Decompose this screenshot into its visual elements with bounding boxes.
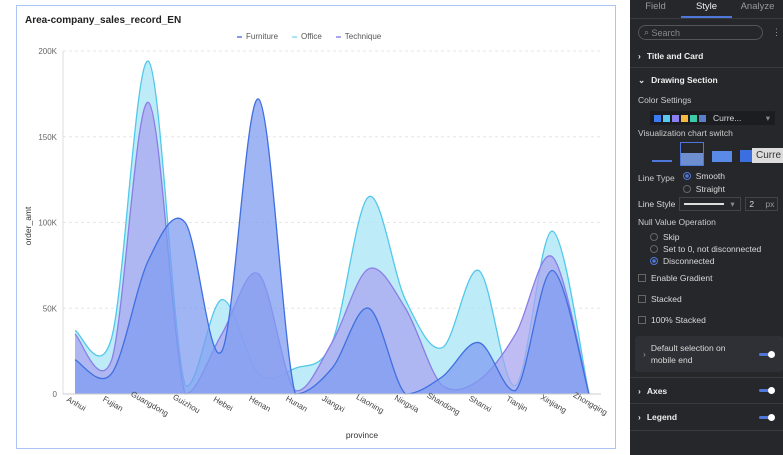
x-tick-label: Xinjiang — [539, 393, 568, 415]
checkbox-gradient[interactable]: Enable Gradient — [630, 267, 783, 288]
viz-switch-label: Visualization chart switch — [638, 128, 733, 138]
x-tick-label: Henan — [247, 394, 272, 414]
radio-disconnected[interactable]: Disconnected — [630, 255, 783, 267]
stacked-area-icon[interactable] — [712, 146, 732, 162]
palette-swatch — [699, 114, 706, 122]
palette-select[interactable]: Curre... ▾ — [650, 111, 775, 125]
more-icon[interactable]: ⋮ — [772, 27, 781, 37]
line-style-select[interactable]: ▾ — [679, 197, 742, 211]
section-axes[interactable]: › Axes — [630, 377, 783, 404]
tab-style[interactable]: Style — [681, 0, 732, 18]
x-axis-title: province — [346, 430, 378, 440]
checkbox-stacked[interactable]: Stacked — [630, 288, 783, 309]
mobile-toggle[interactable] — [759, 350, 775, 358]
chevron-right-icon: › — [638, 50, 641, 61]
line-furniture — [74, 98, 590, 395]
y-axis-title: order_amt — [23, 206, 33, 245]
y-tick-label: 0 — [53, 390, 58, 399]
x-tick-label: Anhui — [65, 395, 87, 413]
line-width-input[interactable]: 2 px — [745, 197, 779, 211]
x-tick-label: Hunan — [284, 394, 309, 414]
chevron-down-icon: ⌄ — [638, 74, 646, 85]
section-legend[interactable]: › Legend — [630, 404, 783, 431]
x-tick-label: Ningxia — [393, 393, 421, 414]
legend-item[interactable]: Furniture — [237, 32, 278, 41]
radio-skip[interactable]: Skip — [630, 231, 783, 243]
y-tick-label: 200K — [38, 47, 57, 56]
legend-toggle[interactable] — [759, 413, 775, 421]
radio-set-zero[interactable]: Set to 0, not disconnected — [630, 243, 783, 255]
x-tick-label: Jiangxi — [320, 394, 346, 414]
null-op-label: Null Value Operation — [638, 217, 716, 227]
palette-swatch — [690, 114, 697, 122]
area-chart-icon[interactable] — [680, 142, 704, 166]
x-tick-label: Shandong — [425, 391, 461, 417]
x-tick-label: Fujian — [101, 394, 124, 413]
palette-swatch — [663, 114, 670, 122]
checkbox-100-stacked[interactable]: 100% Stacked — [630, 309, 783, 330]
legend-item[interactable]: Technique — [335, 32, 381, 41]
x-tick-label: Hebei — [212, 395, 235, 413]
chevron-down-icon: ▾ — [765, 112, 770, 123]
y-tick-label: 100K — [38, 219, 57, 228]
area-office[interactable] — [75, 61, 589, 394]
chart-title: Area-company_sales_record_EN — [25, 15, 182, 26]
legend-item[interactable]: Office — [292, 32, 322, 41]
y-tick-label: 50K — [43, 304, 58, 313]
tab-field[interactable]: Field — [645, 1, 666, 12]
line-style-label: Line Style — [638, 199, 676, 209]
legend: Furniture Office Technique — [237, 32, 381, 41]
chart-card: Area-company_sales_record_EN Furniture Of… — [16, 5, 616, 449]
style-panel: Field Style Analyze ⌕ Search ⋮ › Title an… — [630, 0, 783, 455]
palette-swatch — [681, 114, 688, 122]
line-chart-icon[interactable] — [652, 146, 672, 162]
x-tick-label: Guizhou — [171, 392, 201, 415]
tab-analyze[interactable]: Analyze — [740, 1, 775, 12]
x-tick-label: Shanxi — [467, 394, 493, 414]
palette-swatch — [654, 114, 661, 122]
color-settings-label: Color Settings — [638, 95, 692, 105]
radio-straight[interactable]: Straight — [675, 183, 725, 194]
axes-toggle[interactable] — [759, 387, 775, 394]
section-drawing[interactable]: ⌄ Drawing Section — [638, 74, 718, 86]
palette-swatch — [672, 114, 679, 122]
section-title-card[interactable]: › Title and Card — [630, 44, 783, 68]
line-technique — [74, 101, 590, 395]
area-furniture[interactable] — [75, 98, 589, 394]
x-tick-label: Liaoning — [355, 392, 386, 415]
line-type-label: Line Type — [638, 173, 675, 183]
y-tick-label: 150K — [38, 133, 57, 142]
tooltip: Curre — [752, 148, 783, 163]
search-input[interactable]: ⌕ Search — [638, 25, 763, 40]
radio-smooth[interactable]: Smooth — [675, 169, 725, 183]
mobile-selection-section[interactable]: › Default selection on mobile end — [635, 336, 783, 372]
search-icon: ⌕ — [644, 27, 652, 37]
x-tick-label: Tianjin — [504, 394, 529, 413]
palette-label: Curre... — [713, 113, 742, 123]
